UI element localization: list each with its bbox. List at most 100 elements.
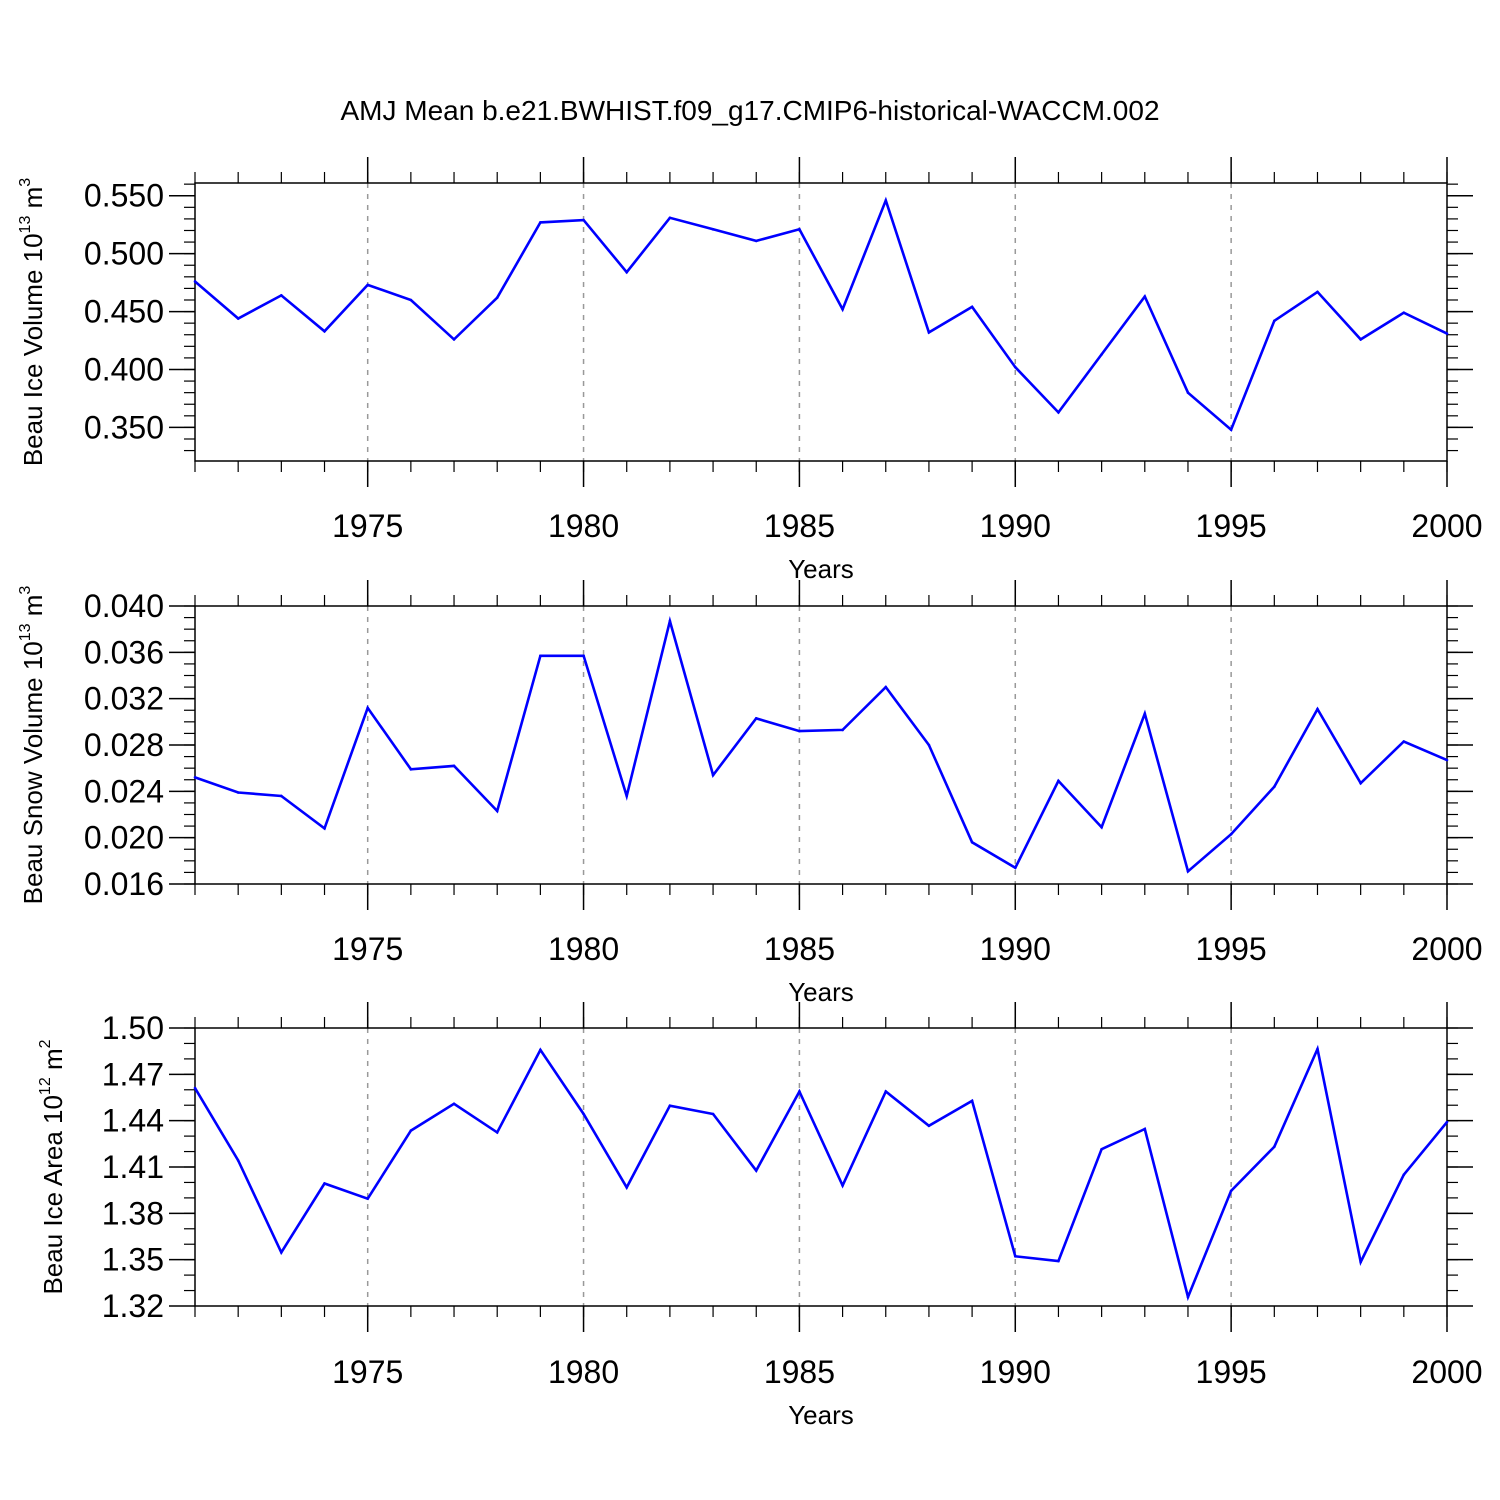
x-tick-label: 1985 [764,931,835,967]
data-point [280,794,283,798]
y-axis-label-superscript: 12 [37,1077,54,1095]
x-tick-label: 2000 [1411,508,1482,544]
data-point [668,216,672,220]
y-tick-label: 1.50 [102,1010,164,1046]
x-tick-label: 1995 [1196,931,1267,967]
data-point [366,1197,369,1200]
data-point [841,1184,844,1187]
y-axis-label-superscript: 3 [17,178,34,187]
data-point [970,305,974,309]
data-point [754,717,758,720]
data-point [1057,1259,1060,1263]
data-point [970,1099,974,1103]
y-axis-label-text: m [38,1048,68,1077]
data-point [193,280,197,283]
x-axis-label: Years [788,1400,854,1430]
x-tick-label: 2000 [1411,931,1482,967]
data-point [1316,1047,1319,1051]
y-tick-label: 1.35 [102,1242,164,1278]
data-point [495,296,499,299]
data-point [1013,1254,1017,1258]
data-point [193,776,197,779]
data-point [1057,779,1060,783]
y-axis-label-superscript: 13 [17,216,34,234]
x-tick-label: 2000 [1411,1354,1482,1390]
data-point [1186,391,1190,394]
data-point [236,1159,240,1162]
x-axis-label: Years [788,977,854,1007]
y-tick-label: 1.38 [102,1195,164,1231]
data-point [323,827,326,830]
y-tick-label: 0.500 [84,236,164,272]
y-tick-label: 0.036 [84,634,164,670]
data-point [1273,785,1276,788]
data-point [1013,365,1017,369]
data-point [884,685,888,689]
y-axis-label: Beau Ice Volume 1013 m3 [17,178,48,466]
data-point [366,283,369,287]
data-point [1273,319,1276,323]
data-point [754,239,758,243]
data-point [1359,781,1362,785]
data-point [1100,825,1103,829]
data-point [323,329,326,333]
data-point [798,729,801,733]
data-point [1316,707,1319,711]
y-axis-label: Beau Snow Volume 1013 m3 [17,586,48,905]
y-axis-label-text: Beau Snow Volume 10 [18,641,48,904]
data-point [625,794,629,798]
data-point [539,654,542,658]
data-point [495,809,499,813]
y-axis-label-superscript: 3 [17,586,34,595]
data-point [927,743,931,747]
data-point [798,1090,801,1093]
data-line-beau-snow-volume [194,616,1448,874]
y-tick-label: 0.032 [84,681,164,717]
data-point [1445,758,1449,762]
data-point [841,728,844,732]
data-point [409,768,413,771]
data-point [1229,428,1233,432]
data-point [711,228,715,231]
x-tick-label: 1990 [980,931,1051,967]
data-point [1359,338,1362,341]
data-point [1273,1145,1276,1149]
data-point [625,270,629,274]
y-tick-label: 0.024 [84,773,164,809]
y-tick-label: 0.450 [84,294,164,330]
data-point [452,764,456,768]
x-tick-label: 1985 [764,508,835,544]
chart-panel-3: 1975 1980 1985 1990 1995 2000 1.32 1.35 1.38 1.41… [37,1002,1483,1430]
x-tick-label: 1985 [764,1354,835,1390]
data-point [1229,1189,1233,1193]
data-point [1186,1295,1190,1299]
data-point [927,331,931,334]
chart-panel-1: 1975 1980 1985 1990 1995 2000 0.350 0.400 0.450 0… [17,157,1483,584]
data-point [452,1102,456,1106]
x-tick-label: 1990 [980,508,1051,544]
data-point [366,706,369,710]
x-tick-label: 1975 [332,1354,403,1390]
data-point [1186,869,1190,873]
data-point [1013,866,1017,870]
data-point [841,307,844,311]
y-axis-label: Beau Ice Area 1012 m2 [37,1039,68,1294]
data-point [668,619,672,623]
y-axis-label-superscript: 13 [17,623,34,641]
data-point [236,317,240,320]
data-point [884,1090,888,1093]
data-point [280,1251,283,1254]
y-axis-label-text: Beau Ice Area 10 [38,1095,68,1294]
data-point [193,1086,197,1090]
data-point [236,791,240,794]
data-point [1402,1173,1406,1177]
x-tick-label: 1975 [332,508,403,544]
data-point [1445,1120,1449,1124]
data-point [625,1186,629,1189]
data-point [668,1104,672,1107]
data-point [1143,295,1147,298]
y-axis-label-text: m [18,595,48,624]
data-point [1445,332,1449,335]
y-tick-label: 0.028 [84,727,164,763]
